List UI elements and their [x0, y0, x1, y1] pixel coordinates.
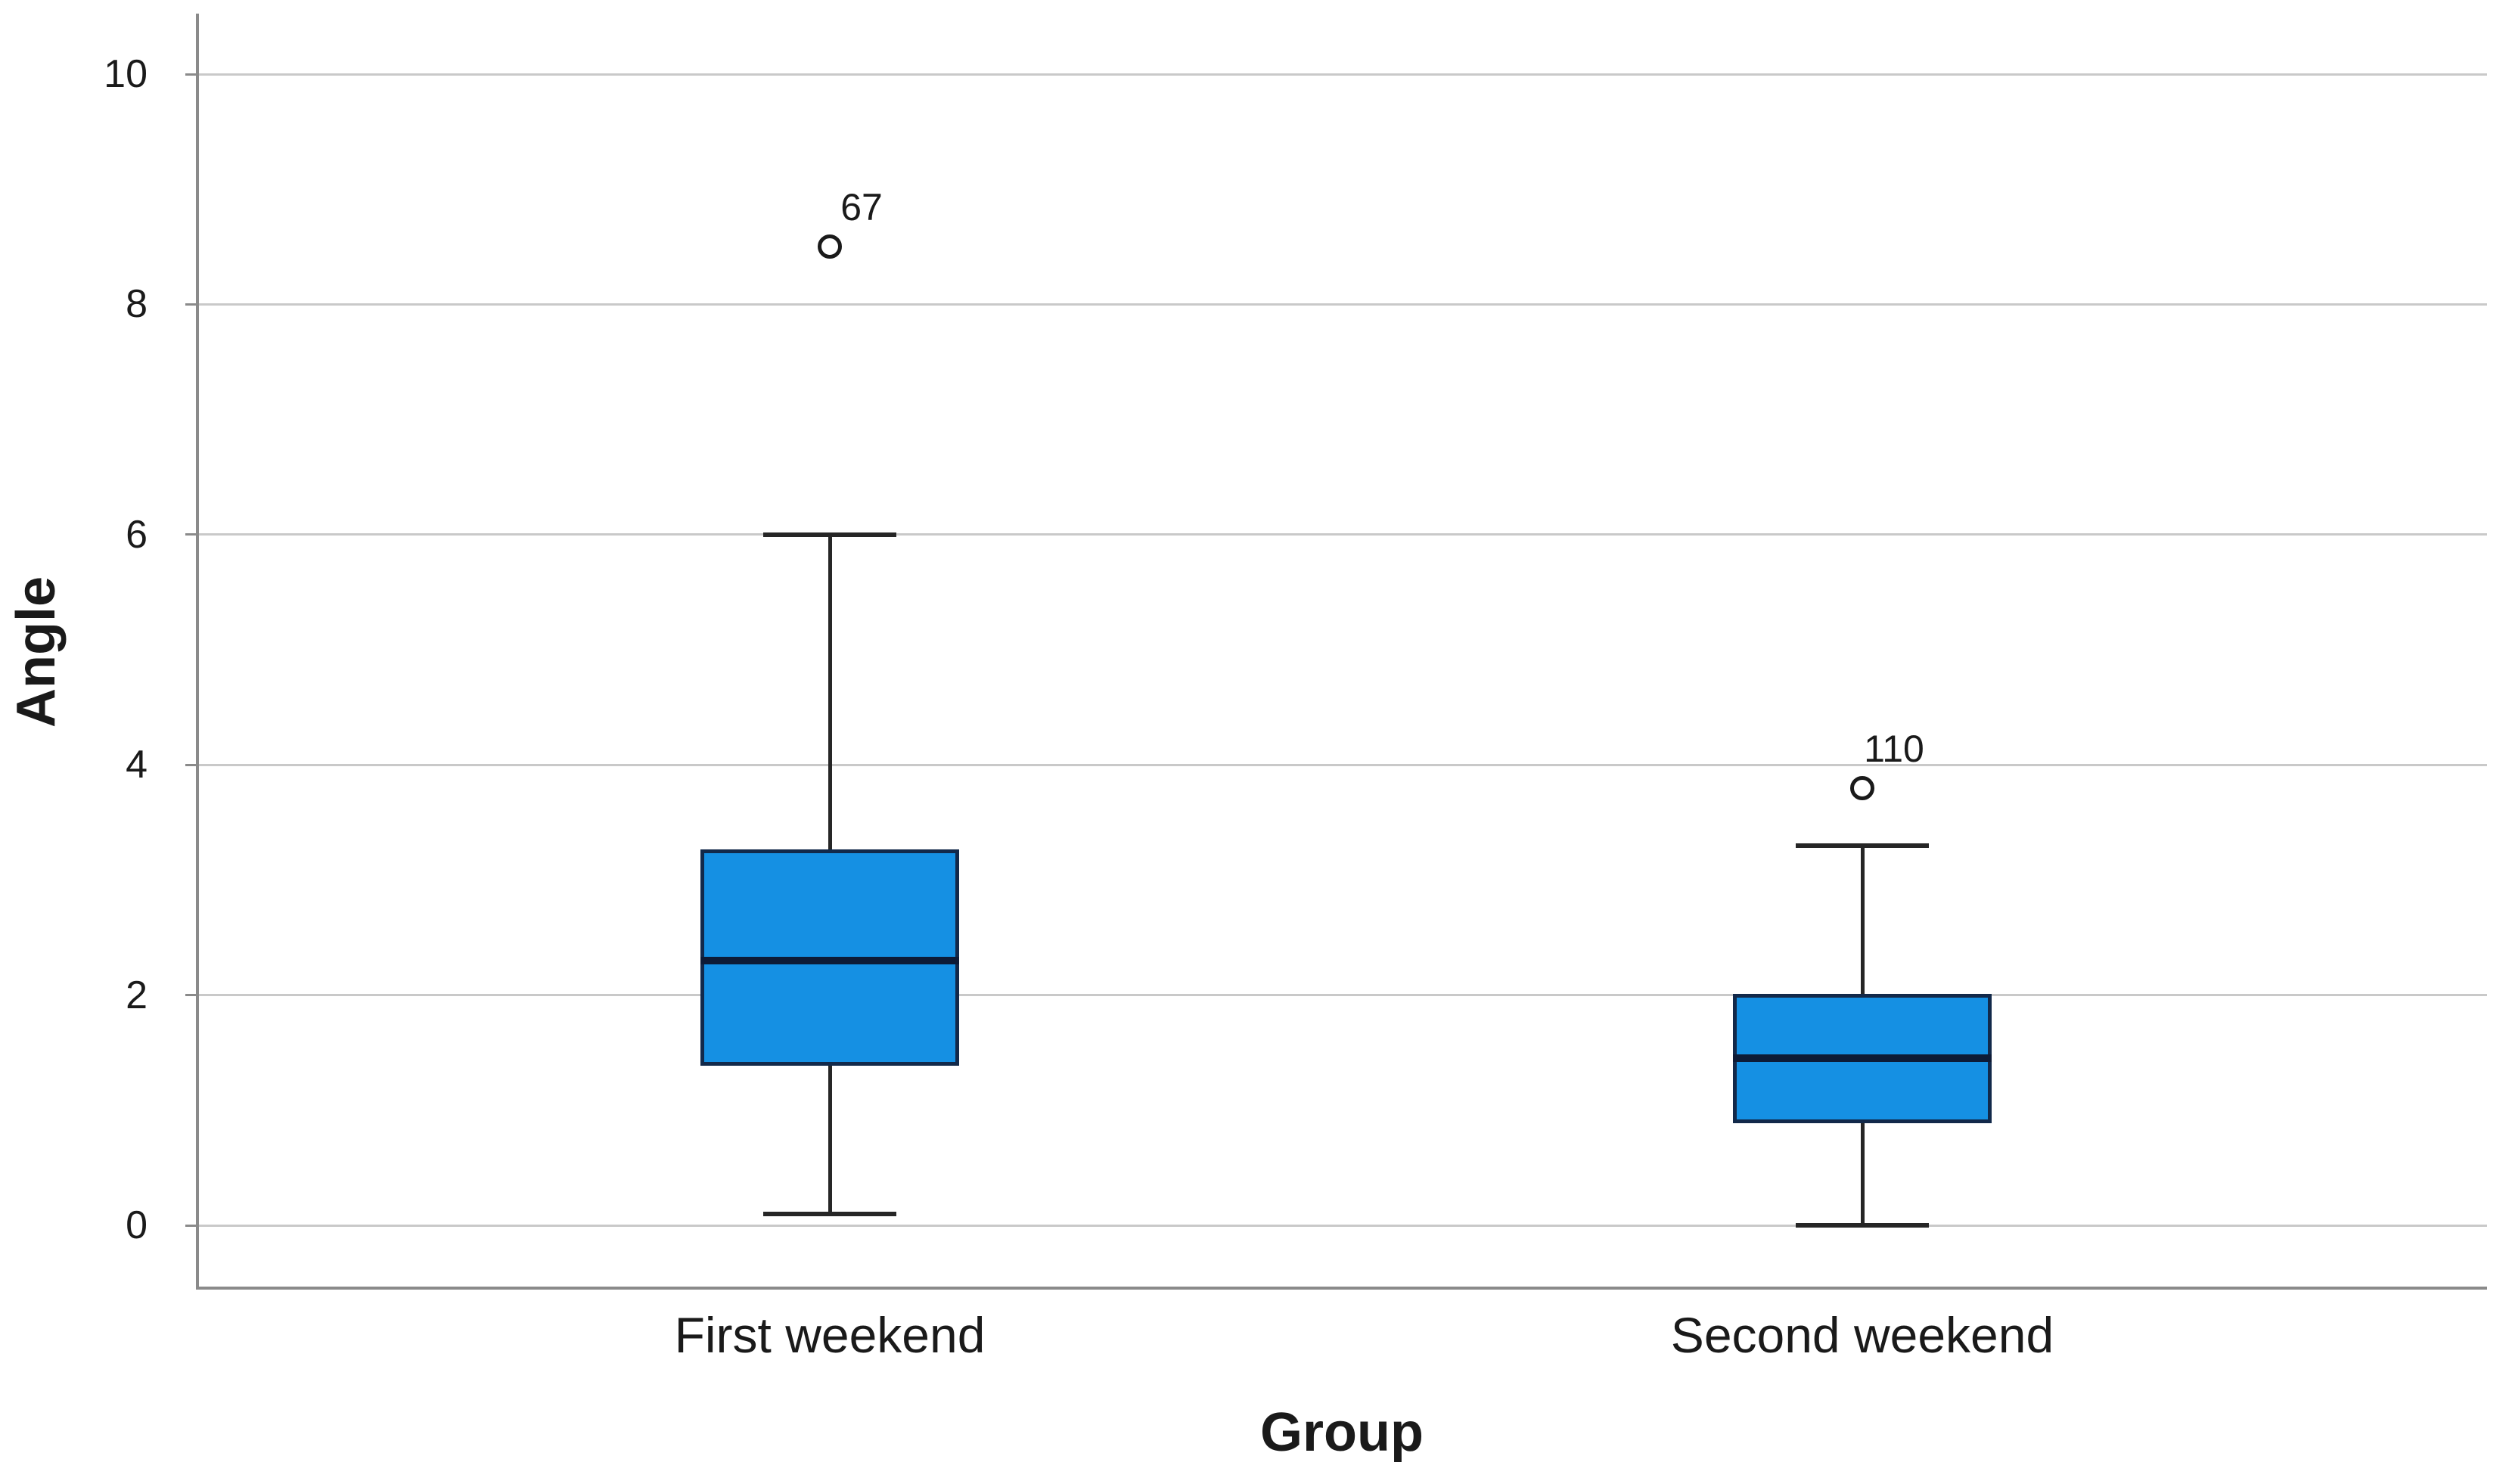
y-axis-line [196, 14, 199, 1288]
y-axis-title: Angle [6, 576, 67, 728]
median-line [1733, 1054, 1992, 1063]
median-line [700, 956, 959, 964]
whisker-lower [828, 1063, 832, 1214]
y-tick-label: 10 [104, 52, 148, 96]
whisker-cap-lower [763, 1211, 896, 1216]
whisker-cap-lower [1796, 1223, 1929, 1228]
whisker-upper [1860, 845, 1865, 995]
y-axis-tick [185, 303, 197, 306]
y-tick-label: 6 [126, 512, 148, 557]
y-tick-label: 0 [126, 1203, 148, 1247]
x-category-label: First weekend [674, 1307, 986, 1363]
y-gridline [197, 73, 2487, 76]
x-axis-title: Group [1260, 1402, 1424, 1463]
y-axis-tick [185, 763, 197, 766]
outlier-label: 67 [840, 186, 883, 229]
outlier-point [1850, 775, 1874, 800]
y-gridline [197, 994, 2487, 997]
y-gridline [197, 303, 2487, 306]
y-tick-label: 4 [126, 743, 148, 787]
y-axis-tick [185, 994, 197, 997]
whisker-cap-upper [1796, 843, 1929, 848]
whisker-lower [1860, 1122, 1865, 1225]
outlier-point [818, 234, 842, 259]
x-axis-line [196, 1287, 2487, 1290]
y-gridline [197, 1224, 2487, 1227]
y-tick-label: 2 [126, 973, 148, 1017]
outlier-label: 110 [1864, 727, 1924, 770]
x-category-label: Second weekend [1670, 1307, 2054, 1363]
y-axis-tick [185, 1224, 197, 1227]
whisker-cap-upper [763, 532, 896, 537]
y-gridline [197, 763, 2487, 766]
y-axis-tick [185, 533, 197, 536]
y-gridline [197, 533, 2487, 536]
y-axis-tick [185, 73, 197, 76]
whisker-upper [828, 534, 832, 852]
y-tick-label: 8 [126, 282, 148, 327]
